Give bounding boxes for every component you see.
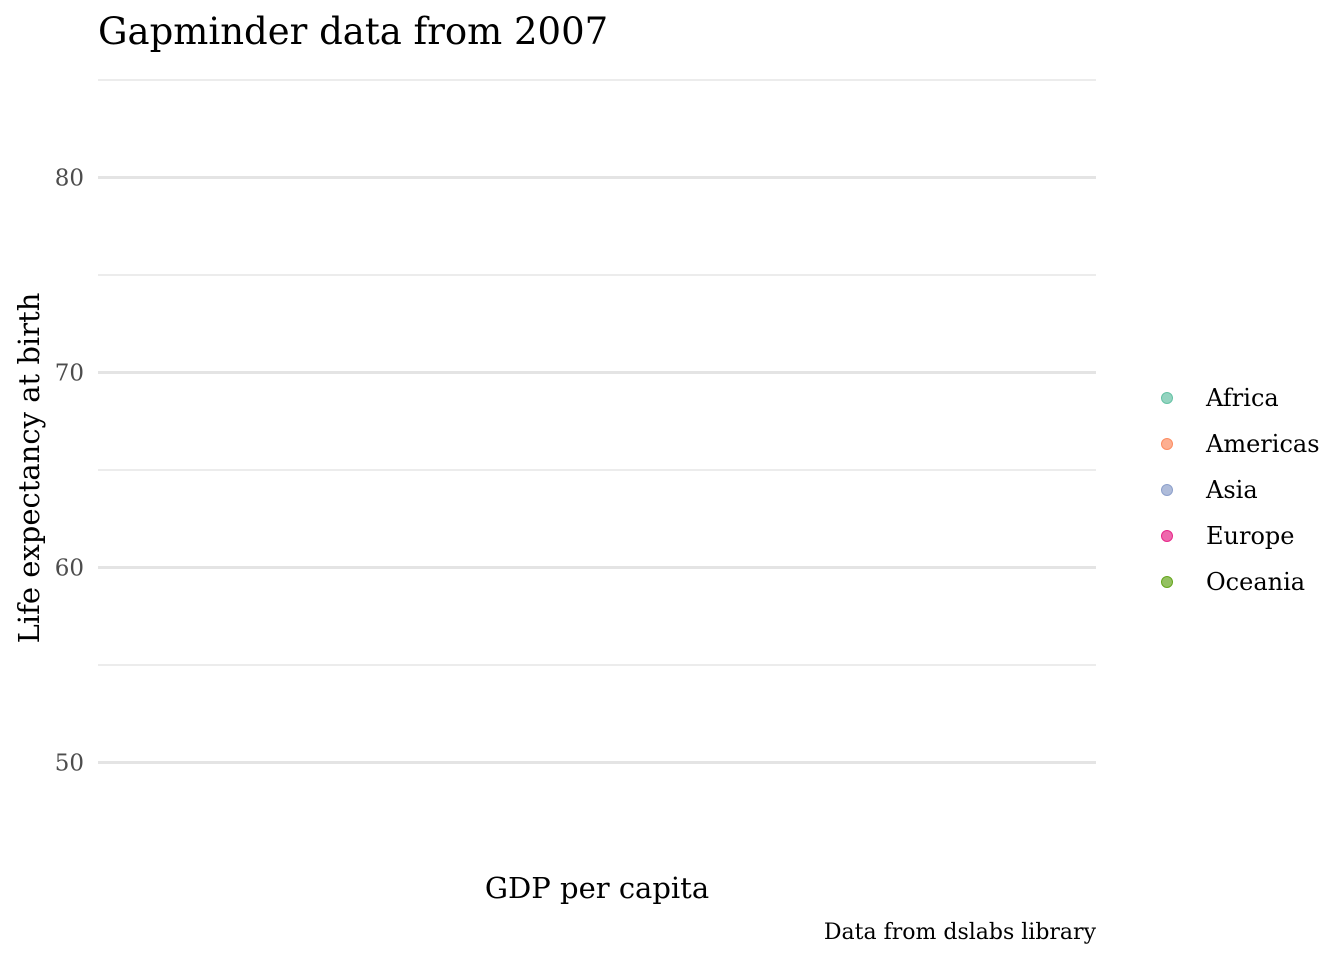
legend-marker [1161,438,1173,450]
legend-label: Oceania [1206,568,1305,596]
legend-label: Europe [1206,522,1294,550]
legend-marker [1161,484,1173,496]
legend-marker [1161,576,1173,588]
legend-marker [1161,392,1173,404]
y-tick-label: 80 [55,166,84,192]
x-axis-label: GDP per capita [485,871,709,905]
grid [98,79,1096,764]
y-tick-label: 50 [55,751,84,777]
legend-label: Africa [1205,384,1279,412]
legend: Africa Americas Asia Europe Oceania [1161,384,1320,596]
caption: Data from dslabs library [824,920,1097,945]
y-tick-label: 70 [55,361,84,387]
chart-title: Gapminder data from 2007 [98,10,608,53]
legend-marker [1161,530,1173,542]
y-tick-label: 60 [55,556,84,582]
y-axis-ticks: 50 60 70 80 [55,166,84,777]
y-axis-label: Life expectancy at birth [12,293,46,644]
legend-label: Americas [1205,430,1320,458]
legend-label: Asia [1205,476,1258,504]
